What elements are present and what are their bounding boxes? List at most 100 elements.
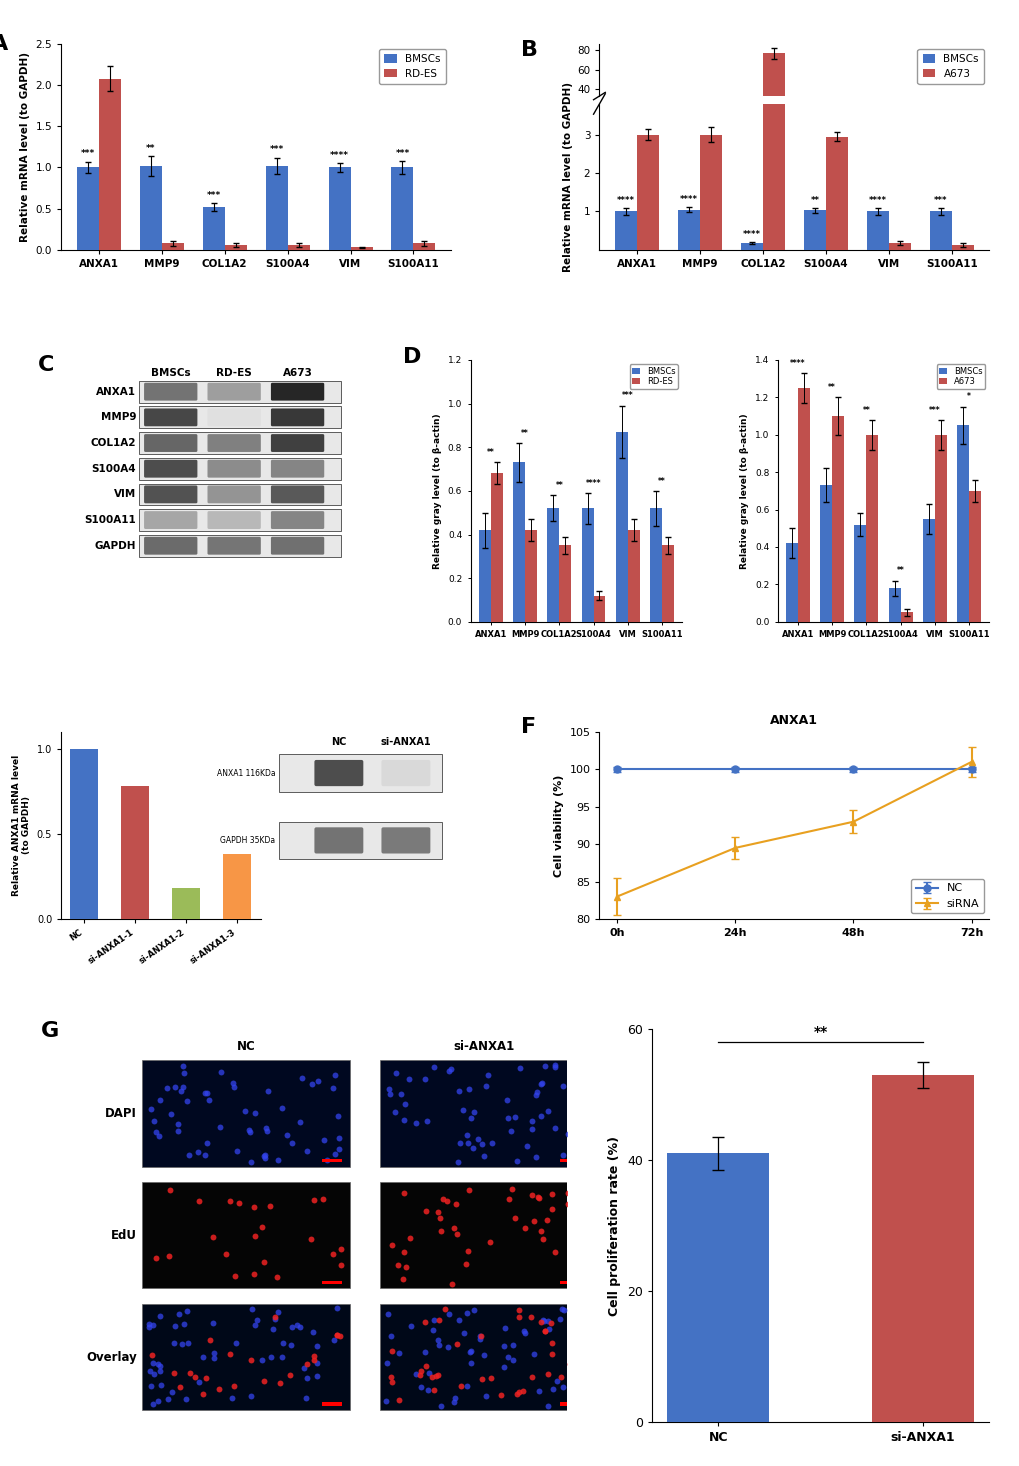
- Bar: [513, 462, 525, 622]
- Point: [460, 1132, 476, 1155]
- Point: [378, 1390, 394, 1413]
- Bar: [888, 588, 900, 622]
- Point: [528, 1083, 544, 1107]
- Point: [570, 1060, 586, 1083]
- Point: [267, 1305, 283, 1328]
- Point: [199, 1132, 215, 1155]
- Point: [433, 1220, 449, 1243]
- Point: [546, 1117, 562, 1141]
- Bar: [593, 595, 605, 622]
- Point: [561, 1353, 578, 1377]
- Bar: [786, 544, 797, 622]
- Point: [326, 1142, 342, 1165]
- Point: [455, 1321, 472, 1344]
- Point: [430, 1308, 446, 1331]
- Point: [224, 1070, 240, 1094]
- Text: COL1A2: COL1A2: [91, 438, 136, 449]
- Text: ****: ****: [680, 195, 697, 204]
- Point: [397, 1255, 414, 1278]
- Point: [470, 1127, 486, 1151]
- Point: [394, 1268, 411, 1292]
- Y-axis label: Relative ANXA1 mRNA level
(to GAPDH): Relative ANXA1 mRNA level (to GAPDH): [12, 755, 32, 896]
- Point: [572, 1302, 588, 1325]
- Point: [430, 1363, 446, 1387]
- Point: [175, 1075, 192, 1098]
- FancyBboxPatch shape: [314, 827, 363, 853]
- FancyBboxPatch shape: [207, 512, 261, 529]
- Point: [144, 1374, 160, 1397]
- Text: **: **: [896, 566, 904, 576]
- Bar: [99, 79, 121, 249]
- Point: [143, 1098, 159, 1121]
- Point: [236, 1100, 253, 1123]
- Point: [332, 1253, 348, 1277]
- Point: [146, 1108, 162, 1132]
- Text: DAPI: DAPI: [105, 1107, 137, 1120]
- Point: [532, 1073, 548, 1097]
- Bar: [139, 432, 340, 454]
- Point: [258, 1116, 274, 1139]
- Point: [324, 1076, 340, 1100]
- Point: [166, 1331, 182, 1355]
- Point: [395, 1108, 412, 1132]
- Point: [160, 1388, 176, 1412]
- Point: [256, 1369, 272, 1393]
- Point: [542, 1312, 558, 1336]
- Point: [145, 1314, 161, 1337]
- Point: [499, 1346, 516, 1369]
- Bar: [172, 888, 200, 919]
- Point: [226, 1265, 243, 1289]
- Point: [293, 1066, 310, 1089]
- Point: [306, 1347, 322, 1371]
- Point: [178, 1299, 195, 1322]
- Point: [395, 1240, 412, 1264]
- Point: [145, 1352, 161, 1375]
- Text: G: G: [41, 1022, 59, 1041]
- Point: [386, 1101, 403, 1124]
- Point: [227, 1331, 244, 1355]
- Point: [504, 1333, 521, 1356]
- Point: [417, 1340, 433, 1363]
- Point: [463, 1340, 479, 1363]
- Point: [172, 1079, 189, 1102]
- Point: [141, 1315, 157, 1338]
- Point: [413, 1375, 429, 1399]
- Point: [222, 1189, 238, 1212]
- Point: [459, 1123, 475, 1146]
- Point: [530, 1185, 546, 1208]
- Point: [525, 1343, 541, 1366]
- Point: [148, 1246, 164, 1270]
- Point: [256, 1145, 272, 1168]
- Bar: [287, 245, 310, 249]
- Point: [546, 1056, 562, 1079]
- Point: [543, 1341, 559, 1365]
- Text: ***: ***: [622, 391, 633, 400]
- Point: [226, 1075, 243, 1098]
- Bar: [142, 1060, 350, 1167]
- Bar: [142, 1182, 350, 1289]
- Point: [222, 1343, 238, 1366]
- Point: [543, 1183, 559, 1207]
- Point: [528, 1080, 544, 1104]
- Point: [541, 1316, 557, 1340]
- Bar: [803, 210, 825, 249]
- Bar: [832, 416, 844, 622]
- Point: [502, 1120, 519, 1143]
- Text: **: **: [555, 481, 562, 490]
- Point: [417, 1199, 433, 1223]
- Point: [438, 1189, 454, 1212]
- Point: [534, 1308, 550, 1331]
- Point: [170, 1302, 186, 1325]
- FancyBboxPatch shape: [271, 537, 324, 554]
- Point: [426, 1309, 442, 1333]
- Text: ****: ****: [742, 230, 760, 239]
- Bar: [819, 485, 832, 622]
- Text: **: **: [146, 144, 156, 152]
- Point: [247, 1101, 263, 1124]
- Point: [462, 1340, 478, 1363]
- Bar: [162, 243, 183, 249]
- Bar: [637, 126, 658, 129]
- Legend: NC, siRNA: NC, siRNA: [910, 880, 983, 913]
- Point: [243, 1151, 259, 1174]
- Text: ****: ****: [868, 195, 886, 205]
